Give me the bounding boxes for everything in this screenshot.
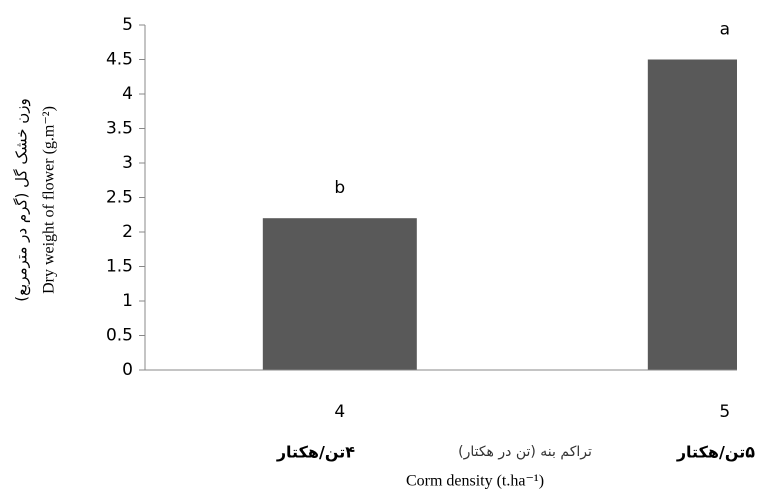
y-axis-label: Dry weight of flower (g.m⁻²) — [41, 106, 58, 294]
x-tick-label: 5 — [719, 402, 730, 422]
y-tick-label: 4.5 — [106, 50, 133, 70]
y-tick-label: 3.5 — [106, 119, 133, 139]
x-axis-label-fa: تراکم بنه (تن در هکتار) — [458, 444, 592, 460]
x-tick-label: 4 — [334, 402, 345, 422]
x-category-label-fa: ۵تن/هکتار — [676, 443, 755, 462]
y-tick-label: 3 — [122, 153, 133, 173]
bar — [262, 218, 417, 370]
y-tick-label: 2.5 — [106, 188, 133, 208]
y-tick-label: 1 — [122, 291, 133, 311]
annotation: b — [334, 178, 345, 198]
y-axis-label-fa: وزن خشک گل (گرم در مترمربع) — [13, 98, 31, 302]
y-tick-label: 2 — [122, 222, 133, 242]
y-tick-label: 4 — [122, 84, 133, 104]
x-axis-label: Corm density (t.ha⁻¹) — [406, 473, 544, 490]
bar — [647, 59, 737, 370]
y-tick-label: 0 — [122, 360, 133, 380]
y-tick-label: 5 — [122, 15, 133, 35]
y-tick-label: 0.5 — [106, 326, 133, 346]
y-tick-label: 1.5 — [106, 257, 133, 277]
x-category-label-fa: ۴تن/هکتار — [276, 443, 355, 462]
annotation: a — [720, 20, 730, 40]
